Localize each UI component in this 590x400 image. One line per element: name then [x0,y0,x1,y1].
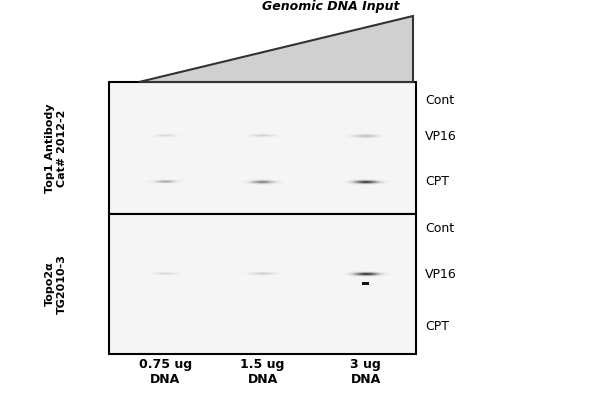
Bar [362,282,369,285]
Text: Genomic DNA Input: Genomic DNA Input [261,0,399,13]
Text: VP16: VP16 [425,268,457,280]
Text: 1.5 ug
DNA: 1.5 ug DNA [240,358,285,386]
Text: Topo2α
TG2010-3: Topo2α TG2010-3 [45,254,67,314]
Text: CPT: CPT [425,320,449,332]
Text: Cont: Cont [425,222,454,234]
Text: 0.75 ug
DNA: 0.75 ug DNA [139,358,192,386]
Text: Top1 Antibody
Cat# 2012-2: Top1 Antibody Cat# 2012-2 [45,103,67,193]
Text: 3 ug
DNA: 3 ug DNA [350,358,381,386]
Bar [109,214,416,354]
Polygon shape [139,16,413,82]
Bar [109,82,416,214]
Text: CPT: CPT [425,176,449,188]
Text: VP16: VP16 [425,130,457,142]
Text: Cont: Cont [425,94,454,106]
